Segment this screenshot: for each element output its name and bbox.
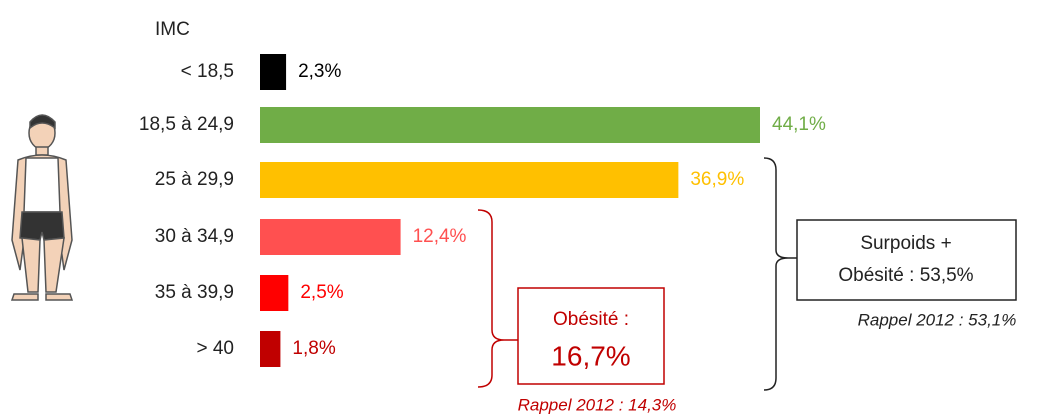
y-tick-label: 18,5 à 24,9	[139, 114, 234, 135]
bar	[260, 107, 760, 143]
annotation: Surpoids +	[860, 233, 951, 254]
annotation-box	[517, 287, 665, 385]
value-label: 2,5%	[300, 282, 343, 303]
y-tick-label: 35 à 39,9	[155, 282, 234, 303]
y-tick-label: 30 à 34,9	[155, 226, 234, 247]
bar	[260, 54, 287, 90]
value-label: 12,4%	[413, 226, 467, 247]
y-tick-label: > 40	[196, 338, 234, 359]
value-label: 2,3%	[298, 61, 341, 82]
brackets	[477, 157, 797, 391]
bar	[260, 275, 289, 311]
annotation: 16,7%	[551, 340, 630, 371]
bar	[260, 162, 679, 198]
annotation: Obésité :	[553, 309, 629, 330]
y-tick-label: < 18,5	[181, 61, 234, 82]
annotation: Rappel 2012 : 14,3%	[518, 395, 677, 414]
axis-title: IMC	[155, 19, 190, 40]
value-label: 36,9%	[690, 169, 744, 190]
annotation-box	[796, 219, 1017, 301]
person-icon	[10, 114, 74, 301]
annotation: Obésité : 53,5%	[838, 265, 973, 286]
annotation: Rappel 2012 : 53,1%	[858, 310, 1017, 329]
bar	[260, 219, 401, 255]
bar	[260, 331, 281, 367]
value-label: 1,8%	[292, 338, 335, 359]
value-label: 44,1%	[772, 114, 826, 135]
y-tick-label: 25 à 29,9	[155, 169, 234, 190]
